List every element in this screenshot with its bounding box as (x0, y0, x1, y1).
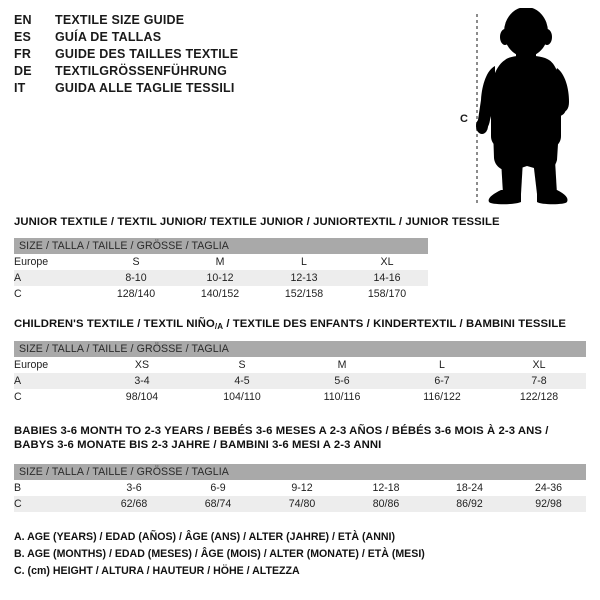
figure-measure-label: C (460, 113, 468, 125)
babies-row-b-v5: 24-36 (534, 482, 563, 494)
language-row-en: EN TEXTILE SIZE GUIDE (14, 12, 314, 29)
babies-row-c-v4: 86/92 (456, 498, 483, 510)
children-row-a-v4: 7-8 (531, 375, 547, 387)
section-title-children: CHILDREN'S TEXTILE / TEXTIL NIÑO/A / TEX… (14, 318, 566, 331)
children-row-a-v1: 4-5 (234, 375, 250, 387)
junior-row-c-v0: 128/140 (116, 288, 156, 300)
children-row-c-v2: 110/116 (323, 391, 361, 403)
babies-row-b-label: B (14, 482, 22, 494)
babies-table-band-label: SIZE / TALLA / TAILLE / GRÖSSE / TAGLIA (14, 464, 587, 480)
children-row-c-v3: 116/122 (423, 391, 461, 403)
junior-row-a-v1: 10-12 (206, 272, 234, 284)
junior-row-a-label: A (14, 272, 22, 284)
language-code-it: IT (14, 81, 26, 95)
children-row-c-v4: 122/128 (519, 391, 559, 403)
babies-row-c-v2: 74/80 (288, 498, 316, 510)
table-row: C 128/140 140/152 152/158 158/170 (14, 286, 429, 302)
language-title-en: TEXTILE SIZE GUIDE (55, 13, 185, 27)
section-title-children-part2: / TEXTILE DES ENFANTS / KINDERTEXTIL / B… (223, 318, 567, 330)
junior-row-c-label: C (14, 288, 22, 300)
junior-row-europe-v1: M (215, 256, 225, 268)
babies-row-c-v5: 92/98 (535, 498, 562, 510)
language-code-fr: FR (14, 47, 32, 61)
children-row-a-v0: 3-4 (134, 375, 150, 387)
junior-row-europe-label: Europe (14, 256, 49, 268)
babies-row-c-v1: 68/74 (204, 498, 232, 510)
children-row-europe-label: Europe (14, 359, 49, 371)
junior-row-europe-v3: XL (380, 256, 394, 268)
junior-row-a-v3: 14-16 (373, 272, 401, 284)
language-row-it: IT GUIDA ALLE TAGLIE TESSILI (14, 80, 314, 97)
table-row: C 98/104 104/110 110/116 116/122 122/128 (14, 389, 587, 405)
children-row-europe-v4: XL (532, 359, 546, 371)
babies-row-b-v2: 9-12 (291, 482, 313, 494)
language-code-es: ES (14, 30, 32, 44)
table-row: Europe S M L XL (14, 254, 429, 270)
language-title-it: GUIDA ALLE TAGLIE TESSILI (55, 81, 235, 95)
table-row: Europe XS S M L XL (14, 357, 587, 373)
children-row-a-v3: 6-7 (434, 375, 450, 387)
children-table-band-row: SIZE / TALLA / TAILLE / GRÖSSE / TAGLIA (14, 341, 587, 357)
section-title-babies: BABIES 3-6 MONTH TO 2-3 YEARS / BEBÉS 3-… (14, 425, 549, 451)
junior-size-table: SIZE / TALLA / TAILLE / GRÖSSE / TAGLIA … (14, 238, 429, 302)
junior-row-europe-v2: L (301, 256, 307, 268)
table-row: A 8-10 10-12 12-13 14-16 (14, 270, 429, 286)
language-row-fr: FR GUIDE DES TAILLES TEXTILE (14, 46, 314, 63)
children-row-europe-v0: XS (134, 359, 150, 371)
legend-block: A. AGE (YEARS) / EDAD (AÑOS) / ÂGE (ANS)… (14, 529, 574, 580)
section-title-junior: JUNIOR TEXTILE / TEXTIL JUNIOR/ TEXTILE … (14, 216, 500, 228)
children-row-europe-v1: S (238, 359, 246, 371)
junior-row-a-v2: 12-13 (290, 272, 318, 284)
children-table-band-label: SIZE / TALLA / TAILLE / GRÖSSE / TAGLIA (14, 341, 587, 357)
language-title-es: GUÍA DE TALLAS (55, 30, 162, 44)
children-row-c-label: C (14, 391, 22, 403)
language-header-block: EN TEXTILE SIZE GUIDE ES GUÍA DE TALLAS … (14, 12, 314, 97)
language-title-de: TEXTILGRÖSSENFÜHRUNG (55, 64, 228, 78)
babies-row-c-label: C (14, 498, 22, 510)
legend-row-c: C. (cm) HEIGHT / ALTURA / HAUTEUR / HÖHE… (14, 565, 300, 577)
child-silhouette-icon (476, 8, 569, 205)
babies-row-c-v3: 80/86 (372, 498, 400, 510)
children-row-a-label: A (14, 375, 22, 387)
babies-row-b-v4: 18-24 (455, 482, 484, 494)
children-row-c-v1: 104/110 (223, 391, 261, 403)
table-row: C 62/68 68/74 74/80 80/86 86/92 92/98 (14, 496, 587, 512)
language-row-es: ES GUÍA DE TALLAS (14, 29, 314, 46)
language-code-en: EN (14, 13, 32, 27)
table-row: B 3-6 6-9 9-12 12-18 18-24 24-36 (14, 480, 587, 496)
babies-row-b-v0: 3-6 (126, 482, 142, 494)
section-title-babies-line2: BABYS 3-6 MONATE BIS 2-3 JAHRE / BAMBINI… (14, 439, 382, 451)
section-title-children-sub: /A (214, 322, 224, 331)
child-body-shape (476, 8, 569, 205)
children-row-a-v2: 5-6 (334, 375, 350, 387)
junior-table-band-label: SIZE / TALLA / TAILLE / GRÖSSE / TAGLIA (14, 238, 429, 254)
language-row-de: DE TEXTILGRÖSSENFÜHRUNG (14, 63, 314, 80)
babies-row-b-v3: 12-18 (372, 482, 400, 494)
section-title-children-part1: CHILDREN'S TEXTILE / TEXTIL NIÑO (14, 318, 215, 330)
children-row-c-v0: 98/104 (125, 391, 159, 403)
babies-size-table: SIZE / TALLA / TAILLE / GRÖSSE / TAGLIA … (14, 464, 587, 512)
section-title-babies-line1: BABIES 3-6 MONTH TO 2-3 YEARS / BEBÉS 3-… (14, 425, 549, 437)
legend-row-a: A. AGE (YEARS) / EDAD (AÑOS) / ÂGE (ANS)… (14, 531, 395, 543)
language-title-fr: GUIDE DES TAILLES TEXTILE (55, 47, 239, 61)
junior-row-a-v0: 8-10 (125, 272, 147, 284)
babies-row-b-v1: 6-9 (210, 482, 226, 494)
children-row-europe-v2: M (337, 359, 347, 371)
babies-row-c-v0: 62/68 (120, 498, 148, 510)
junior-row-c-v1: 140/152 (200, 288, 240, 300)
children-size-table: SIZE / TALLA / TAILLE / GRÖSSE / TAGLIA … (14, 341, 587, 405)
junior-row-europe-v0: S (132, 256, 140, 268)
junior-row-c-v2: 152/158 (284, 288, 324, 300)
children-row-europe-v3: L (439, 359, 445, 371)
table-row: A 3-4 4-5 5-6 6-7 7-8 (14, 373, 587, 389)
junior-table-band-row: SIZE / TALLA / TAILLE / GRÖSSE / TAGLIA (14, 238, 429, 254)
child-silhouette-figure: C (445, 8, 595, 208)
junior-row-c-v3: 158/170 (367, 288, 407, 300)
language-code-de: DE (14, 64, 32, 78)
babies-table-band-row: SIZE / TALLA / TAILLE / GRÖSSE / TAGLIA (14, 464, 587, 480)
legend-row-b: B. AGE (MONTHS) / EDAD (MESES) / ÂGE (MO… (14, 548, 425, 560)
